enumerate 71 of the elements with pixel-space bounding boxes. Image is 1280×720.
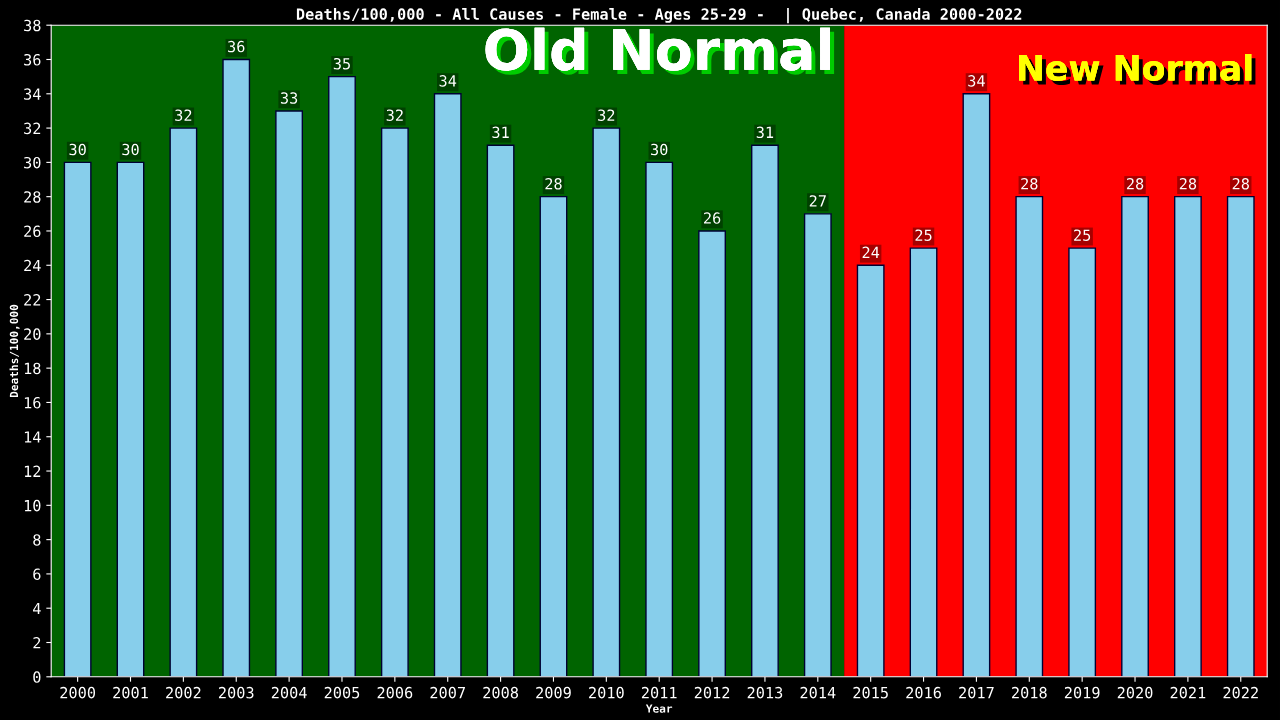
y-tick-label: 2 bbox=[33, 637, 41, 649]
x-tick-label: 2013 bbox=[747, 686, 783, 699]
data-label: 27 bbox=[809, 195, 826, 207]
y-tick-label: 20 bbox=[24, 328, 41, 340]
y-tick-label: 26 bbox=[24, 225, 41, 238]
x-tick-label: 2002 bbox=[166, 686, 201, 699]
y-tick-label: 34 bbox=[24, 88, 41, 100]
x-tick-label: 2010 bbox=[589, 686, 624, 699]
y-tick-label: 12 bbox=[24, 465, 41, 477]
x-tick-label: 2006 bbox=[377, 686, 413, 699]
x-tick-label: 2003 bbox=[218, 686, 254, 699]
data-label: 30 bbox=[651, 143, 668, 156]
y-tick-label: 36 bbox=[24, 54, 41, 66]
data-label: 30 bbox=[122, 143, 139, 156]
data-label: 32 bbox=[175, 109, 192, 121]
data-label: 28 bbox=[1232, 177, 1249, 190]
y-tick-label: 6 bbox=[33, 568, 41, 580]
x-tick-label: 2012 bbox=[694, 686, 730, 699]
data-label: 34 bbox=[439, 75, 457, 87]
x-tick-label: 2008 bbox=[483, 686, 519, 699]
y-axis-title: Deaths/100,000 bbox=[9, 304, 20, 398]
chart-title: Deaths/100,000 - All Causes - Female - Ages 25-29 - | Quebec, Canada 2000-2022 bbox=[296, 7, 1022, 24]
data-label: 28 bbox=[545, 177, 562, 190]
data-label: 28 bbox=[1126, 177, 1144, 190]
x-tick-label: 2020 bbox=[1117, 686, 1153, 699]
y-tick-label: 4 bbox=[33, 602, 41, 615]
x-axis-title: Year bbox=[645, 704, 673, 713]
data-label: 36 bbox=[228, 40, 245, 53]
data-label: 30 bbox=[69, 143, 86, 156]
y-tick-label: 0 bbox=[33, 671, 41, 683]
x-tick-label: 2017 bbox=[959, 686, 994, 699]
y-tick-label: 10 bbox=[24, 499, 41, 512]
data-label: 32 bbox=[598, 109, 615, 121]
x-tick-label: 2011 bbox=[641, 686, 677, 699]
y-tick-label: 28 bbox=[24, 191, 41, 203]
x-tick-label: 2001 bbox=[113, 686, 148, 699]
data-label: 28 bbox=[1179, 177, 1197, 190]
x-tick-label: 2007 bbox=[430, 686, 465, 699]
data-label: 28 bbox=[1021, 177, 1038, 190]
data-label: 33 bbox=[280, 92, 298, 104]
x-tick-label: 2021 bbox=[1170, 686, 1206, 699]
y-tick-label: 38 bbox=[24, 19, 41, 32]
data-label: 24 bbox=[862, 246, 880, 258]
x-tick-label: 2018 bbox=[1012, 686, 1047, 699]
y-tick-label: 22 bbox=[24, 294, 41, 306]
band-label: Old Normal bbox=[485, 27, 835, 75]
x-tick-label: 2015 bbox=[853, 686, 888, 699]
x-tick-label: 2016 bbox=[906, 686, 941, 699]
y-tick-label: 32 bbox=[24, 122, 41, 135]
y-tick-label: 8 bbox=[33, 534, 41, 546]
data-label: 25 bbox=[1074, 229, 1091, 241]
x-tick-label: 2000 bbox=[60, 686, 96, 699]
y-tick-label: 30 bbox=[24, 156, 41, 169]
x-tick-label: 2019 bbox=[1064, 686, 1100, 699]
data-label: 31 bbox=[492, 126, 509, 139]
y-tick-label: 24 bbox=[24, 259, 41, 272]
band-label: New Normal bbox=[1019, 54, 1256, 86]
x-tick-label: 2022 bbox=[1223, 686, 1258, 699]
data-label: 26 bbox=[704, 212, 721, 224]
data-label: 35 bbox=[333, 57, 350, 70]
y-tick-label: 14 bbox=[24, 431, 41, 443]
data-label: 31 bbox=[756, 126, 774, 139]
x-tick-label: 2014 bbox=[800, 686, 836, 699]
data-label: 34 bbox=[968, 75, 985, 87]
y-tick-label: 18 bbox=[24, 362, 41, 375]
x-tick-label: 2005 bbox=[324, 686, 360, 699]
data-label: 32 bbox=[386, 109, 403, 121]
x-tick-label: 2004 bbox=[271, 686, 307, 699]
data-label: 25 bbox=[915, 229, 932, 241]
x-tick-label: 2009 bbox=[536, 686, 571, 699]
y-tick-label: 16 bbox=[24, 396, 41, 409]
